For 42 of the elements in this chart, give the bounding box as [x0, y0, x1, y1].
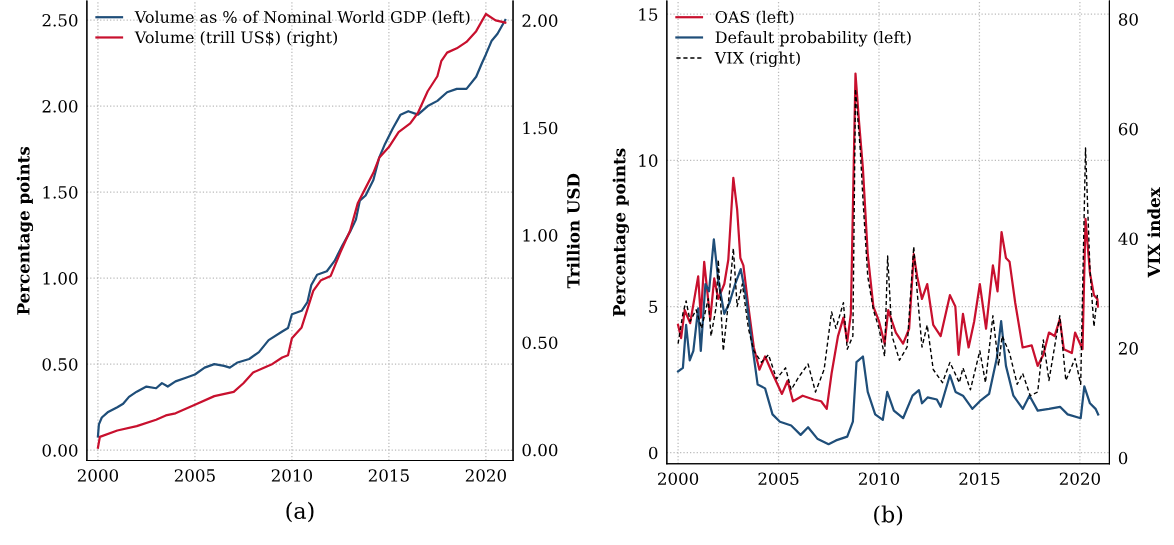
- y2-axis-title: Trillion USD: [566, 173, 580, 289]
- y-tick-label: 15: [639, 8, 658, 21]
- y-axis-title: Percentage points: [16, 146, 34, 315]
- x-tick-label: 2010: [858, 472, 900, 486]
- x-tick-label: 2005: [174, 469, 215, 482]
- y-tick-label: 1.00: [43, 272, 78, 285]
- text: (a): [286, 501, 314, 523]
- legend-label: OAS (left): [715, 10, 794, 26]
- x-tick-label: 2020: [1059, 472, 1100, 486]
- legend-label: VIX (right): [714, 51, 800, 68]
- x-tick-label: 2000: [658, 472, 699, 486]
- y-tick-label: 0: [648, 446, 658, 460]
- y2-tick-label: 0.50: [522, 336, 558, 350]
- y-tick-label: 2.00: [42, 100, 78, 113]
- x-tick-label: 2010: [271, 469, 313, 482]
- x-tick-label: 2015: [959, 472, 1000, 486]
- y2-tick-label: 0: [1118, 451, 1128, 465]
- y-tick-label: 5: [649, 300, 658, 314]
- y-axis-title: Percentage points: [612, 148, 629, 317]
- legend-label: Volume (trill US$) (right): [134, 30, 337, 47]
- y2-tick-label: 2.00: [522, 14, 558, 27]
- legend-label: Default probability (left): [715, 30, 911, 47]
- y-tick-label: 0.00: [42, 444, 78, 457]
- legend-label: Volume as % of Nominal World GDP (left): [134, 10, 470, 26]
- y2-tick-label: 1.50: [523, 121, 558, 135]
- y-tick-label: 10: [639, 154, 658, 167]
- x-tick-label: 2020: [465, 469, 506, 482]
- x-tick-label: 2005: [758, 472, 799, 486]
- y2-tick-label: 60: [1118, 122, 1138, 136]
- y2-tick-label: 20: [1118, 342, 1138, 355]
- y2-tick-label: 80: [1118, 13, 1138, 26]
- y-tick-label: 0.50: [42, 358, 78, 371]
- y2-axis-title: VIX index: [1147, 187, 1161, 278]
- text: (b): [874, 505, 903, 526]
- y2-tick-label: 0.00: [522, 443, 558, 457]
- y2-tick-label: 1.00: [523, 229, 558, 242]
- x-tick-label: 2015: [368, 469, 409, 482]
- y-tick-label: 2.50: [42, 13, 78, 27]
- y2-tick-label: 40: [1118, 232, 1138, 246]
- x-tick-label: 2000: [77, 469, 119, 482]
- y-tick-label: 1.50: [43, 186, 78, 199]
- line-series: [676, 238, 1100, 446]
